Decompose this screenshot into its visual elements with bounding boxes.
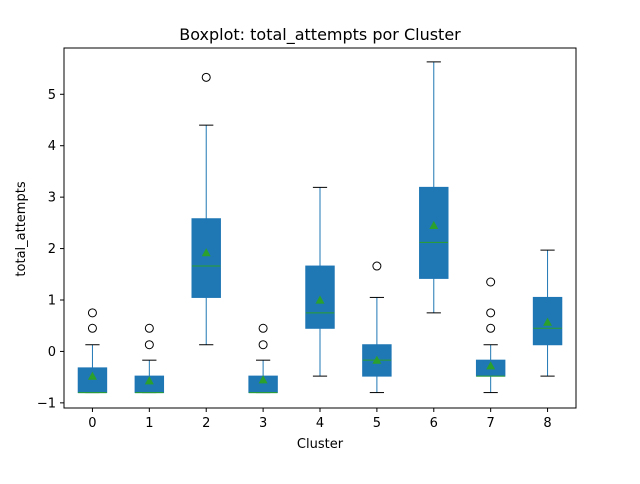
mean-marker [87, 371, 97, 380]
mean-marker [258, 375, 268, 384]
x-axis-label: Cluster [297, 437, 344, 452]
outlier-point [258, 323, 268, 333]
x-tick-label: 4 [316, 416, 324, 431]
mean-marker [144, 376, 154, 385]
outlier-point [486, 277, 496, 287]
y-tick-label: 4 [48, 139, 56, 154]
x-tick-label: 7 [487, 416, 495, 431]
y-tick-label: 3 [48, 191, 56, 206]
y-tick-label: 0 [48, 345, 56, 360]
mean-marker [486, 361, 496, 370]
outlier-point [144, 323, 154, 333]
outlier-point [201, 72, 211, 82]
mean-marker [372, 355, 382, 364]
y-tick-label: 2 [48, 242, 56, 257]
outlier-point [87, 308, 97, 318]
outlier-point [486, 308, 496, 318]
mean-marker [201, 248, 211, 257]
x-tick-label: 2 [202, 416, 210, 431]
mean-marker [543, 317, 553, 326]
box-body [191, 218, 221, 298]
box-body [77, 367, 108, 394]
y-tick-label: 5 [48, 88, 56, 103]
x-tick-label: 6 [430, 416, 438, 431]
mean-marker [315, 295, 325, 304]
box-body [419, 186, 449, 279]
y-tick-label: −1 [37, 396, 56, 411]
outlier-point [87, 323, 97, 333]
outlier-point [144, 340, 154, 350]
x-tick-label: 5 [373, 416, 381, 431]
mean-marker [429, 220, 439, 230]
y-axis-label: total_attempts [14, 181, 29, 276]
x-tick-label: 3 [259, 416, 267, 431]
chart-title: Boxplot: total_attempts por Cluster [179, 25, 461, 45]
x-tick-label: 0 [88, 416, 96, 431]
x-tick-label: 1 [145, 416, 153, 431]
plot-area: 0 1 2 3 4 5 6 7 8 −1 0 1 2 3 4 5 [37, 47, 577, 431]
x-tick-label: 8 [543, 416, 551, 431]
y-tick-label: 1 [48, 294, 56, 309]
outlier-point [372, 261, 382, 271]
outlier-point [258, 340, 268, 350]
outlier-point [486, 323, 496, 333]
